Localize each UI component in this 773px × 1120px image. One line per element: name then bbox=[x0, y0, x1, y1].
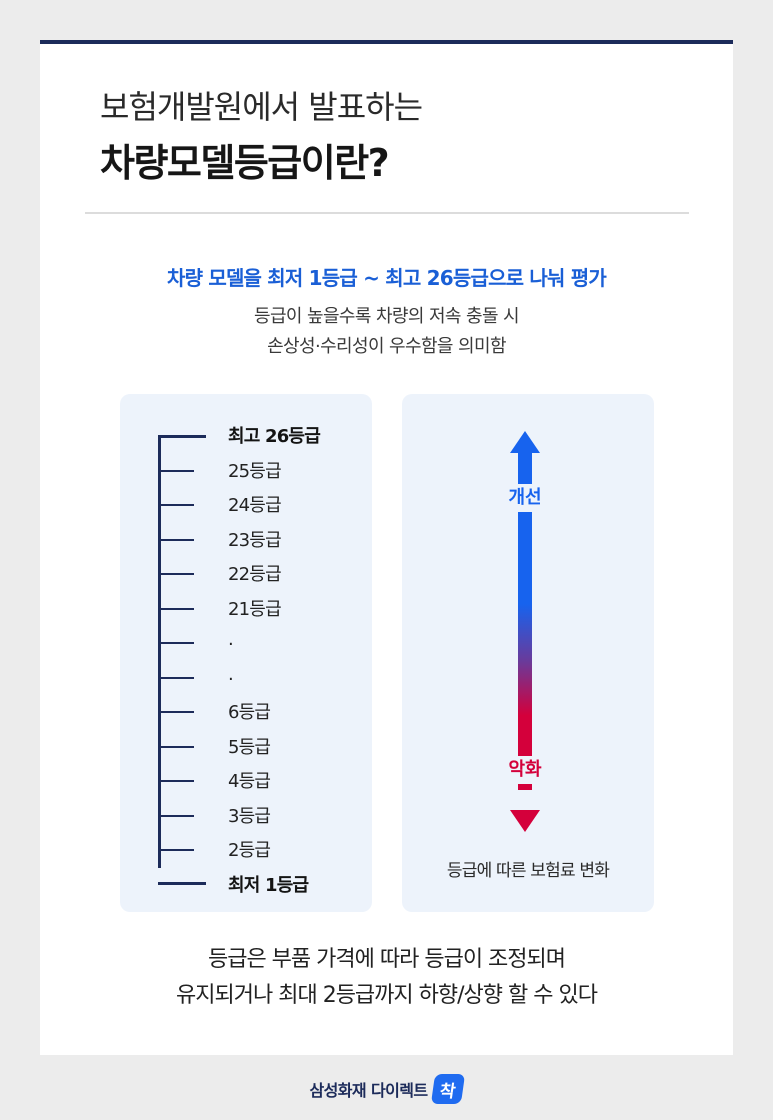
gradient-arrow-line bbox=[518, 452, 532, 790]
footer-line-2: 유지되거나 최대 2등급까지 하향/상향 할 수 있다 bbox=[176, 983, 598, 1008]
scale-tick bbox=[158, 642, 194, 644]
grade-label: 6등급 bbox=[228, 702, 271, 723]
title-line-1: 보험개발원에서 발표하는 bbox=[100, 88, 423, 126]
grade-label: 4등급 bbox=[228, 771, 271, 792]
grade-label: 25등급 bbox=[228, 461, 282, 482]
headline: 차량 모델을 최저 1등급 ~ 최고 26등급으로 나눠 평가 bbox=[166, 266, 607, 290]
info-card: 보험개발원에서 발표하는 차량모델등급이란? 차량 모델을 최저 1등급 ~ 최… bbox=[40, 40, 733, 1055]
grade-label: 3등급 bbox=[228, 806, 271, 827]
grade-label: 5등급 bbox=[228, 737, 271, 758]
grade-label: 최저 1등급 bbox=[228, 875, 309, 896]
premium-change-panel: 개선 악화 등급에 따른 보험료 변화 bbox=[402, 394, 654, 912]
grade-label: 2등급 bbox=[228, 840, 271, 861]
brand-badge-icon: 착 bbox=[431, 1074, 466, 1104]
scale-tick bbox=[158, 435, 206, 438]
grade-label: 21등급 bbox=[228, 599, 282, 620]
footer-line-1: 등급은 부품 가격에 따라 등급이 조정되며 bbox=[207, 947, 566, 972]
grade-label: 23등급 bbox=[228, 530, 282, 551]
arrow-up-icon bbox=[510, 431, 540, 453]
scale-tick bbox=[158, 677, 194, 679]
scale-tick bbox=[158, 849, 194, 851]
grade-scale-panel: 최고 26등급 25등급 24등급 23등급 22등급 21등급.. 6등급 5등급 4등급 3등… bbox=[120, 394, 372, 912]
scale-tick bbox=[158, 470, 194, 472]
scale-tick bbox=[158, 815, 194, 817]
page-title: 차량모델등급이란? bbox=[100, 141, 390, 185]
grade-label: . bbox=[228, 629, 234, 650]
panel-caption: 등급에 따른 보험료 변화 bbox=[446, 861, 610, 881]
scale-tick bbox=[158, 711, 194, 713]
divider bbox=[85, 212, 689, 214]
footer-note: 등급은 부품 가격에 따라 등급이 조정되며 유지되거나 최대 2등급까지 하향… bbox=[40, 942, 733, 1014]
scale-tick bbox=[158, 608, 194, 610]
scale-tick bbox=[158, 746, 194, 748]
scale-tick bbox=[158, 504, 194, 506]
grade-label: 24등급 bbox=[228, 495, 282, 516]
scale-spine bbox=[158, 435, 161, 868]
grade-label: 최고 26등급 bbox=[228, 426, 321, 447]
scale-tick bbox=[158, 539, 194, 541]
subtext: 등급이 높을수록 차량의 저속 충돌 시 손상성·수리성이 우수함을 의미함 bbox=[40, 302, 733, 362]
brand-name: 삼성화재 다이렉트 bbox=[309, 1081, 429, 1100]
scale-tick bbox=[158, 882, 206, 885]
subtext-line-2: 손상성·수리성이 우수함을 의미함 bbox=[267, 336, 506, 357]
improve-label: 개선 bbox=[502, 484, 548, 512]
scale-tick bbox=[158, 780, 194, 782]
scale-tick bbox=[158, 573, 194, 575]
arrow-down-icon bbox=[510, 810, 540, 832]
worsen-label: 악화 bbox=[502, 756, 548, 784]
subtext-line-1: 등급이 높을수록 차량의 저속 충돌 시 bbox=[253, 306, 520, 327]
grade-label: . bbox=[228, 664, 234, 685]
grade-label: 22등급 bbox=[228, 564, 282, 585]
brand-logo: 삼성화재 다이렉트 착 bbox=[0, 1072, 773, 1106]
